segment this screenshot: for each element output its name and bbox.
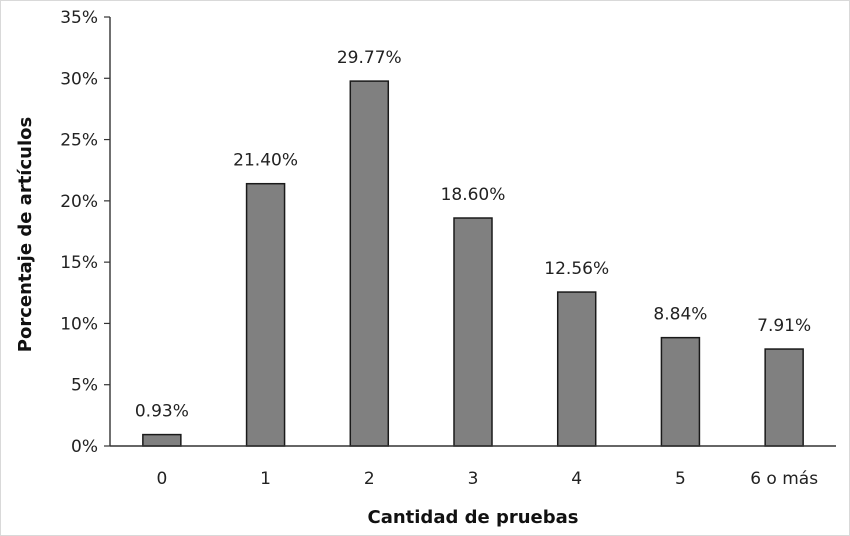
y-tick-label: 15% xyxy=(60,253,98,273)
x-axis-title: Cantidad de pruebas xyxy=(367,507,578,528)
x-tick-label-5: 5 xyxy=(675,469,686,489)
y-tick-label: 10% xyxy=(60,314,98,334)
data-label-2: 29.77% xyxy=(337,48,402,68)
bars xyxy=(142,80,804,447)
x-tick-label-1: 1 xyxy=(260,469,271,489)
y-axis-title: Porcentaje de artículos xyxy=(15,117,36,352)
y-axis-ticks: 0% 5% 10% 15% 20% 25% 30% 35% xyxy=(60,8,110,457)
data-label-3: 18.60% xyxy=(441,185,506,205)
x-tick-label-0: 0 xyxy=(156,469,167,489)
x-tick-label-2: 2 xyxy=(364,469,375,489)
bar-2 xyxy=(349,80,390,447)
data-label-5: 8.84% xyxy=(653,305,707,325)
data-label-6: 7.91% xyxy=(757,316,811,336)
y-tick-label: 25% xyxy=(60,131,98,151)
y-tick-label: 5% xyxy=(71,376,98,396)
x-axis-ticks: 0 1 2 3 4 5 6 o más xyxy=(156,469,818,489)
x-tick-label-6: 6 o más xyxy=(750,469,818,489)
bar-1 xyxy=(245,182,286,447)
bar-6 xyxy=(764,348,804,447)
x-tick-label-3: 3 xyxy=(468,469,479,489)
data-label-0: 0.93% xyxy=(135,402,189,422)
bar-0 xyxy=(142,433,182,447)
data-label-4: 12.56% xyxy=(544,259,609,279)
data-labels: 0.93% 21.40% 29.77% 18.60% 12.56% 8.84% 7.91% xyxy=(135,48,811,421)
y-tick-label: 35% xyxy=(60,8,98,28)
y-tick-label: 0% xyxy=(71,437,98,457)
data-label-1: 21.40% xyxy=(233,151,298,171)
y-tick-label: 20% xyxy=(60,192,98,212)
y-tick-label: 30% xyxy=(60,69,98,89)
bar-4 xyxy=(556,291,597,447)
bar-3 xyxy=(453,217,493,447)
bar-5 xyxy=(660,336,701,447)
x-tick-label-4: 4 xyxy=(571,469,582,489)
